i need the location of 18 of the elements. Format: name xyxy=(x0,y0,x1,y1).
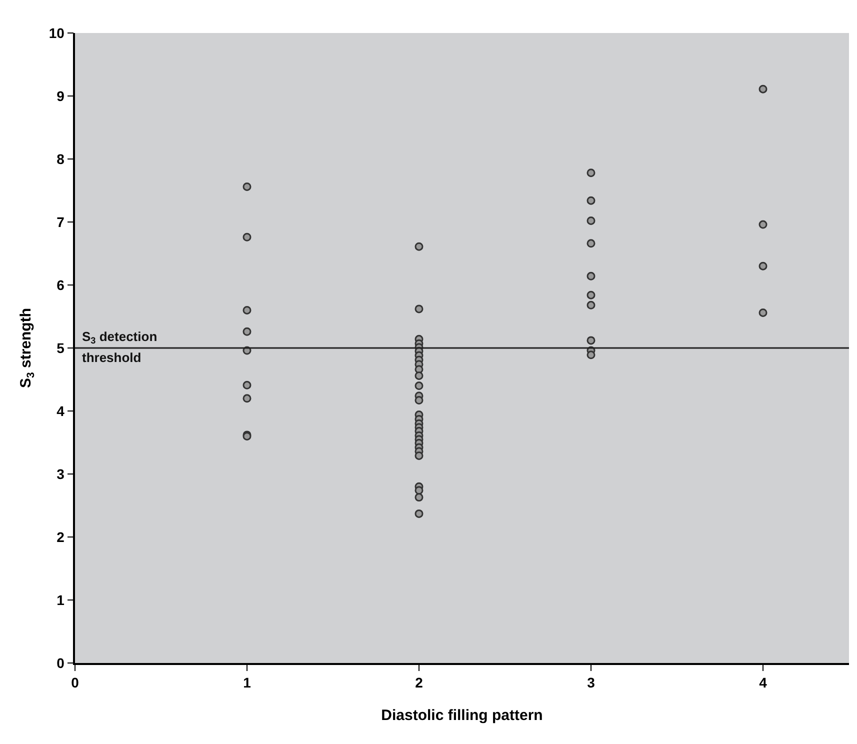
ref-line-label: S$_{3}$ detection threshold xyxy=(82,329,158,365)
x-tick-label: 1 xyxy=(243,674,252,691)
y-tick-label: 5 xyxy=(56,340,65,356)
y-tick-label: 9 xyxy=(56,88,65,104)
y-tick-label: 3 xyxy=(56,466,65,482)
y-tick-label: 4 xyxy=(56,402,65,419)
x-tick-label: 0 xyxy=(71,674,80,691)
y-tick-label: 7 xyxy=(56,214,65,230)
y-tick-label: 8 xyxy=(56,150,65,167)
y-tick-label: 6 xyxy=(56,276,65,293)
y-tick-label: 10 xyxy=(48,24,65,41)
x-tick-label: 3 xyxy=(587,674,596,691)
y-tick-label: 2 xyxy=(56,528,65,545)
y-tick-label: 1 xyxy=(56,592,65,608)
x-tick-label: 4 xyxy=(759,674,768,691)
x-tick-label: 2 xyxy=(415,674,424,691)
y-tick-label: 0 xyxy=(56,654,65,671)
x-axis-title: Diastolic filling pattern xyxy=(381,707,543,724)
